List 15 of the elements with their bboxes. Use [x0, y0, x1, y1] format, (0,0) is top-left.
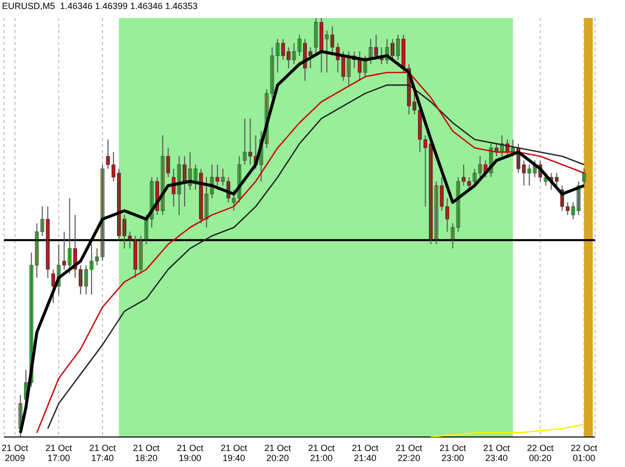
x-tick-label: 21 Oct 21:40 [352, 443, 379, 463]
x-tick-label: 21 Oct 17:00 [45, 443, 72, 463]
x-tick-label: 21 Oct 21:00 [308, 443, 336, 463]
x-tick-label: 21 Oct 22:20 [396, 443, 423, 463]
x-tick-label: 22 Oct 00:20 [527, 443, 554, 463]
chart-title: EURUSD,M5 1.46346 1.46399 1.46346 1.46353 [2, 1, 198, 11]
x-tick-label: 21 Oct 2009 [2, 443, 29, 463]
x-tick-label: 21 Oct 20:20 [264, 443, 292, 463]
x-tick-label: 21 Oct 19:40 [220, 443, 248, 463]
x-tick-label: 21 Oct 19:00 [176, 443, 204, 463]
x-tick-label: 22 Oct 01:00 [570, 443, 598, 463]
x-tick-label: 21 Oct 17:40 [89, 443, 116, 463]
x-tick-label: 21 Oct 18:20 [133, 443, 160, 463]
x-tick-label: 21 Oct 23:40 [483, 443, 510, 463]
x-tick-label: 21 Oct 23:00 [439, 443, 466, 463]
